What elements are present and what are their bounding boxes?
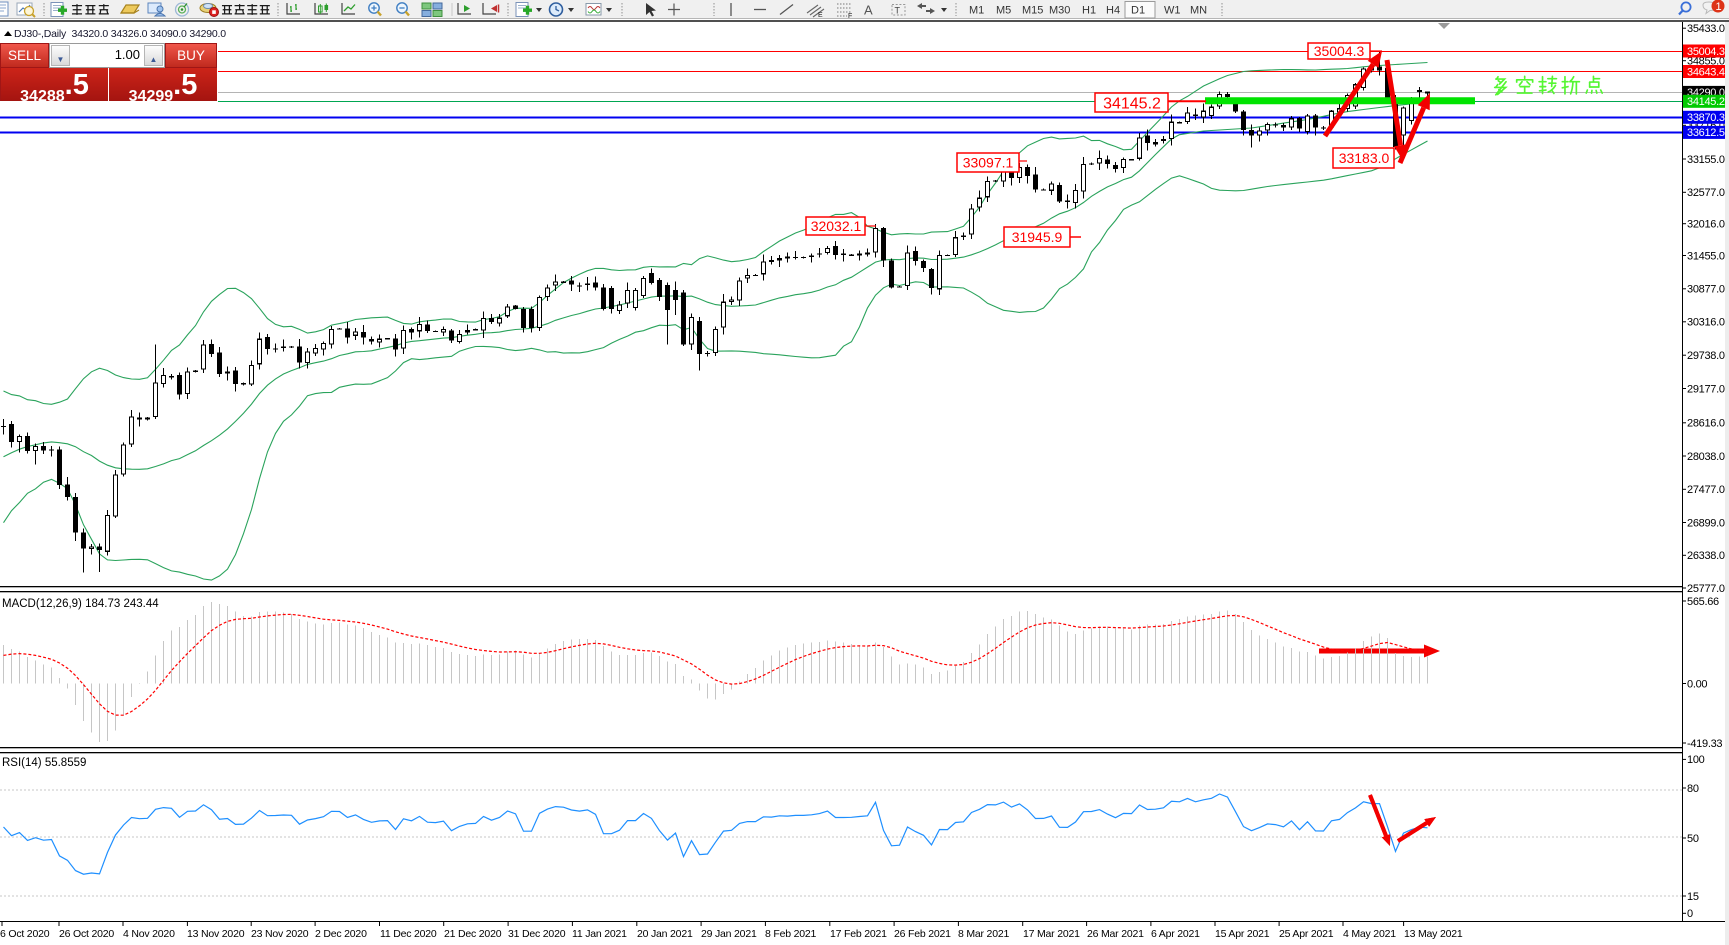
svg-text:26899.0: 26899.0	[1687, 517, 1725, 529]
svg-text:26 Feb 2021: 26 Feb 2021	[894, 928, 951, 940]
svg-text:50: 50	[1687, 833, 1699, 845]
svg-text:26 Oct 2020: 26 Oct 2020	[59, 928, 114, 940]
svg-text:0.00: 0.00	[1687, 678, 1707, 690]
svg-text:32032.1: 32032.1	[811, 218, 862, 234]
svg-text:33183.0: 33183.0	[1339, 150, 1390, 166]
svg-text:32577.0: 32577.0	[1687, 187, 1725, 199]
svg-text:15 Apr 2021: 15 Apr 2021	[1215, 928, 1270, 940]
svg-text:80: 80	[1687, 783, 1699, 795]
svg-text:M5: M5	[996, 5, 1011, 17]
svg-text:34145.2: 34145.2	[1687, 96, 1725, 108]
svg-text:31 Dec 2020: 31 Dec 2020	[508, 928, 566, 940]
svg-text:33870.3: 33870.3	[1687, 112, 1725, 124]
svg-text:30877.0: 30877.0	[1687, 284, 1725, 296]
svg-text:35004.3: 35004.3	[1314, 43, 1365, 59]
svg-text:D1: D1	[1131, 5, 1145, 17]
svg-text:35004.3: 35004.3	[1687, 46, 1725, 58]
svg-text:E: E	[818, 12, 823, 19]
svg-text:2 Dec 2020: 2 Dec 2020	[315, 928, 367, 940]
svg-text:17 Mar 2021: 17 Mar 2021	[1023, 928, 1080, 940]
svg-text:0: 0	[1687, 908, 1693, 920]
svg-text:28038.0: 28038.0	[1687, 451, 1725, 463]
svg-text:4 Nov 2020: 4 Nov 2020	[123, 928, 175, 940]
svg-text:-419.33: -419.33	[1687, 738, 1722, 750]
svg-text:T: T	[895, 6, 901, 16]
svg-text:29 Jan 2021: 29 Jan 2021	[701, 928, 757, 940]
svg-text:13 Nov 2020: 13 Nov 2020	[187, 928, 245, 940]
svg-text:565.66: 565.66	[1687, 596, 1719, 608]
svg-text:11 Jan 2021: 11 Jan 2021	[572, 928, 627, 940]
svg-text:35433.0: 35433.0	[1687, 23, 1725, 35]
svg-text:29177.0: 29177.0	[1687, 383, 1725, 395]
svg-text:34855.0: 34855.0	[1687, 56, 1725, 68]
svg-text:H4: H4	[1106, 5, 1120, 17]
svg-text:H1: H1	[1082, 5, 1096, 17]
svg-text:33155.0: 33155.0	[1687, 154, 1725, 166]
svg-text:1: 1	[1716, 1, 1722, 13]
svg-text:8 Mar 2021: 8 Mar 2021	[958, 928, 1009, 940]
svg-text:32016.0: 32016.0	[1687, 219, 1725, 231]
svg-text:11 Dec 2020: 11 Dec 2020	[380, 928, 437, 940]
svg-text:15: 15	[1687, 891, 1699, 903]
svg-text:6 Oct 2020: 6 Oct 2020	[0, 928, 50, 940]
svg-text:F: F	[848, 13, 852, 19]
svg-text:M1: M1	[969, 5, 984, 17]
svg-text:23 Nov 2020: 23 Nov 2020	[251, 928, 309, 940]
svg-text:30316.0: 30316.0	[1687, 317, 1725, 329]
svg-text:33612.5: 33612.5	[1687, 127, 1725, 139]
svg-text:26338.0: 26338.0	[1687, 550, 1725, 562]
svg-text:W1: W1	[1164, 5, 1181, 17]
svg-text:100: 100	[1687, 754, 1705, 766]
svg-text:17 Feb 2021: 17 Feb 2021	[830, 928, 887, 940]
svg-text:M30: M30	[1049, 5, 1070, 17]
svg-text:34643.4: 34643.4	[1687, 66, 1725, 78]
svg-text:20 Jan 2021: 20 Jan 2021	[637, 928, 693, 940]
svg-text:8 Feb 2021: 8 Feb 2021	[765, 928, 816, 940]
svg-text:27477.0: 27477.0	[1687, 484, 1725, 496]
svg-text:33097.1: 33097.1	[963, 155, 1014, 171]
svg-text:6 Apr 2021: 6 Apr 2021	[1151, 928, 1200, 940]
svg-text:13 May 2021: 13 May 2021	[1404, 928, 1463, 940]
svg-text:31455.0: 31455.0	[1687, 250, 1725, 262]
svg-text:A: A	[864, 3, 873, 18]
svg-text:29738.0: 29738.0	[1687, 350, 1725, 362]
svg-text:34145.2: 34145.2	[1103, 95, 1161, 112]
svg-text:MACD(12,26,9) 184.73 243.44: MACD(12,26,9) 184.73 243.44	[2, 598, 159, 610]
svg-text:25777.0: 25777.0	[1687, 583, 1725, 595]
svg-text:4 May 2021: 4 May 2021	[1343, 928, 1396, 940]
svg-text:31945.9: 31945.9	[1012, 229, 1063, 245]
svg-text:21 Dec 2020: 21 Dec 2020	[444, 928, 502, 940]
svg-text:MN: MN	[1190, 5, 1207, 17]
svg-text:26 Mar 2021: 26 Mar 2021	[1087, 928, 1144, 940]
svg-text:RSI(14) 55.8559: RSI(14) 55.8559	[2, 757, 86, 769]
svg-text:25 Apr 2021: 25 Apr 2021	[1279, 928, 1334, 940]
svg-text:M15: M15	[1022, 5, 1043, 17]
svg-text:28616.0: 28616.0	[1687, 418, 1725, 430]
